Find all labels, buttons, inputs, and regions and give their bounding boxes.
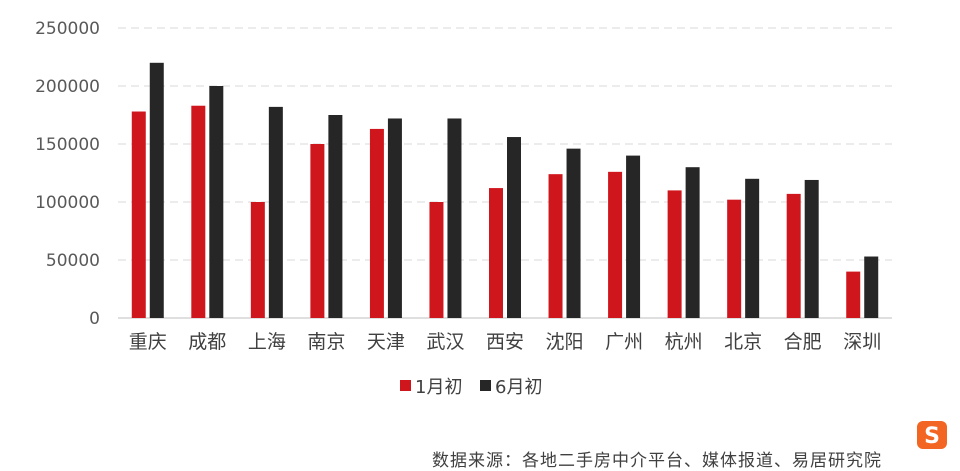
legend-swatch [400, 380, 411, 391]
y-tick-label: 100000 [35, 193, 100, 213]
bar-jun-9 [685, 167, 700, 318]
x-tick-label: 广州 [605, 331, 643, 353]
bar-jun-5 [447, 118, 462, 318]
x-tick-label: 重庆 [129, 331, 167, 353]
y-tick-label: 250000 [35, 19, 100, 39]
bar-jan-3 [310, 144, 325, 318]
bar-jun-4 [387, 118, 402, 318]
bar-jan-0 [131, 111, 146, 319]
bar-jan-9 [667, 190, 682, 318]
bar-jun-3 [328, 115, 343, 318]
bar-jan-5 [429, 202, 444, 318]
legend: 1月初 6月初 [400, 377, 542, 398]
bar-jun-0 [149, 62, 164, 318]
legend-label: 6月初 [495, 377, 542, 398]
bar-jun-2 [268, 106, 283, 318]
bar-jun-12 [864, 256, 879, 318]
bar-jun-1 [209, 86, 224, 318]
bar-jan-6 [489, 188, 503, 318]
x-tick-label: 上海 [248, 331, 286, 353]
legend-swatch [480, 380, 491, 391]
x-tick-label: 沈阳 [546, 331, 584, 353]
y-tick-label: 0 [89, 309, 100, 329]
y-tick-label: 200000 [35, 77, 100, 97]
bar-jan-11 [786, 193, 801, 318]
bars [131, 62, 879, 319]
bar-jan-7 [548, 174, 563, 318]
gridlines [118, 27, 892, 261]
bar-jan-2 [250, 202, 265, 318]
x-tick-label: 南京 [307, 331, 345, 353]
bar-jan-1 [191, 105, 206, 318]
x-tick-label: 合肥 [784, 331, 822, 353]
bar-jun-10 [745, 178, 760, 318]
bar-jun-11 [804, 179, 819, 318]
bar-jan-10 [727, 199, 742, 318]
x-tick-label: 西安 [486, 331, 524, 353]
bar-jan-12 [846, 271, 861, 318]
x-tick-label: 北京 [724, 331, 762, 353]
source-note: 数据来源：各地二手房中介平台、媒体报道、易居研究院 [432, 451, 882, 471]
bar-jun-6 [507, 137, 521, 318]
bar-jun-8 [626, 155, 641, 318]
x-tick-label: 深圳 [843, 331, 881, 353]
y-tick-label: 150000 [35, 135, 100, 155]
sogou-s-logo-icon: S [917, 421, 947, 449]
x-tick-label: 杭州 [665, 331, 703, 353]
x-tick-label: 天津 [367, 331, 405, 353]
x-tick-label: 成都 [188, 331, 226, 353]
x-axis-ticks: 重庆 成都 上海 南京 天津 武汉 西安 沈阳 广州 杭州 北京 合肥 深圳 [129, 331, 881, 353]
legend-label: 1月初 [415, 377, 462, 398]
y-axis-ticks: 0 50000 100000 150000 200000 250000 [35, 19, 100, 329]
y-tick-label: 50000 [46, 251, 100, 271]
svg-text:S: S [924, 424, 940, 449]
x-tick-label: 武汉 [426, 331, 464, 353]
bar-jun-7 [566, 148, 581, 318]
bar-jan-8 [608, 171, 623, 318]
bar-jan-4 [369, 128, 384, 318]
